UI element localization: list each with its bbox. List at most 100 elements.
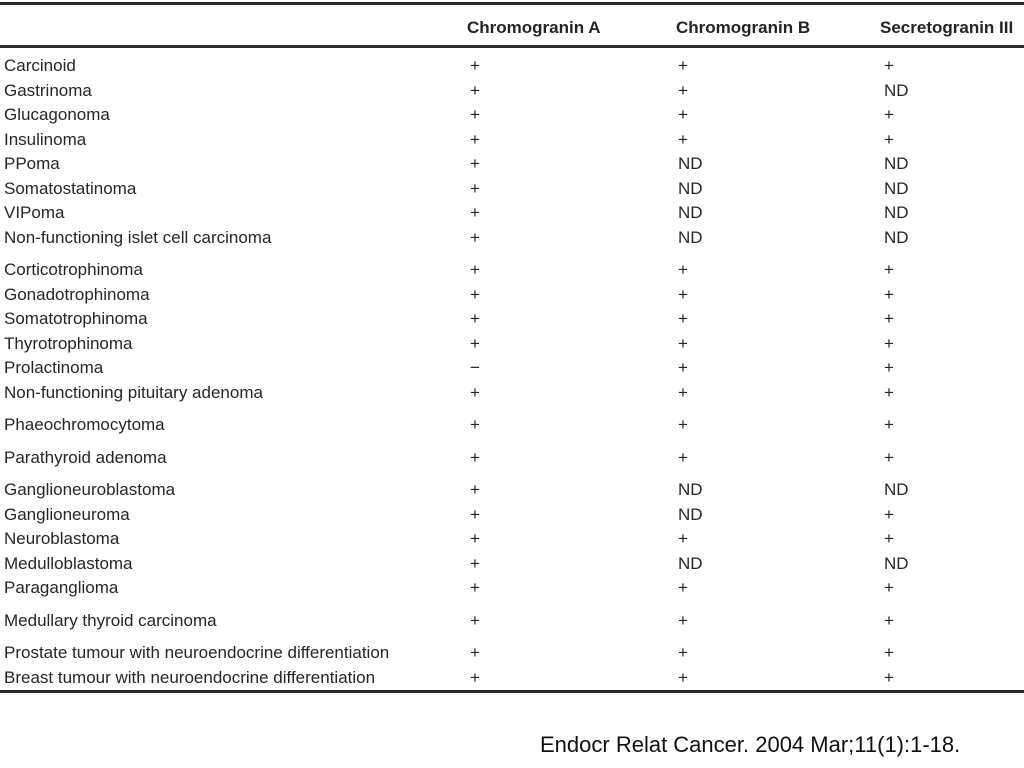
column-header-secretogranin-iii: Secretogranin III bbox=[880, 18, 1014, 37]
tumour-name: Prostate tumour with neuroendocrine diff… bbox=[4, 643, 390, 662]
cell-value: + bbox=[470, 447, 480, 467]
cell-value: + bbox=[678, 643, 688, 662]
table-group: Prostate tumour with neuroendocrine diff… bbox=[0, 641, 1024, 690]
cell-value: + bbox=[884, 447, 894, 467]
cell-value: + bbox=[884, 643, 894, 662]
cell-value: + bbox=[884, 667, 894, 687]
table-row: VIPoma + ND ND bbox=[0, 201, 1024, 226]
tumour-name: Medullary thyroid carcinoma bbox=[4, 610, 217, 630]
cell-value: + bbox=[470, 154, 480, 173]
table-row: Ganglioneuroblastoma + ND ND bbox=[0, 478, 1024, 503]
cell-value: ND bbox=[884, 227, 909, 247]
table-row: Neuroblastoma + + + bbox=[0, 527, 1024, 552]
cell-value: + bbox=[470, 178, 480, 198]
table-row: Paraganglioma + + + bbox=[0, 576, 1024, 601]
cell-value: + bbox=[470, 529, 480, 548]
cell-value: + bbox=[678, 529, 688, 548]
cell-value: ND bbox=[678, 553, 703, 573]
cell-value: ND bbox=[678, 178, 703, 198]
table-row: Medulloblastoma + ND ND bbox=[0, 552, 1024, 577]
citation-text: Endocr Relat Cancer. 2004 Mar;11(1):1-18… bbox=[540, 732, 961, 757]
tumour-name: PPoma bbox=[4, 154, 60, 173]
cell-value: + bbox=[470, 333, 480, 353]
cell-value: + bbox=[470, 553, 480, 573]
cell-value: − bbox=[470, 358, 480, 377]
table-row: Somatostatinoma + ND ND bbox=[0, 177, 1024, 202]
tumour-name: Carcinoid bbox=[4, 56, 76, 75]
cell-value: + bbox=[470, 504, 480, 524]
cell-value: + bbox=[470, 415, 480, 434]
tumour-name: Phaeochromocytoma bbox=[4, 415, 165, 434]
cell-value: + bbox=[470, 667, 480, 687]
table-row: Prostate tumour with neuroendocrine diff… bbox=[0, 641, 1024, 666]
cell-value: + bbox=[678, 284, 688, 304]
cell-value: + bbox=[884, 309, 894, 328]
tumour-name: Ganglioneuroma bbox=[4, 504, 130, 524]
cell-value: + bbox=[470, 129, 480, 149]
cell-value: + bbox=[884, 105, 894, 124]
cell-value: + bbox=[678, 129, 688, 149]
cell-value: + bbox=[884, 56, 894, 75]
tumour-name: Glucagonoma bbox=[4, 105, 110, 124]
cell-value: + bbox=[884, 260, 894, 279]
cell-value: + bbox=[678, 447, 688, 467]
tumour-name: Non-functioning pituitary adenoma bbox=[4, 382, 263, 402]
table-row: Non-functioning islet cell carcinoma + ND N… bbox=[0, 226, 1024, 251]
cell-value: ND bbox=[884, 203, 909, 222]
table-row: Glucagonoma + + + bbox=[0, 103, 1024, 128]
table-row: Gastrinoma + + ND bbox=[0, 79, 1024, 104]
cell-value: + bbox=[470, 56, 480, 75]
tumour-name: Insulinoma bbox=[4, 129, 87, 149]
cell-value: + bbox=[678, 382, 688, 402]
cell-value: + bbox=[884, 504, 894, 524]
cell-value: + bbox=[884, 610, 894, 630]
cell-value: + bbox=[678, 667, 688, 687]
table-row: Medullary thyroid carcinoma + + + bbox=[0, 609, 1024, 634]
tumour-name: Thyrotrophinoma bbox=[4, 333, 133, 353]
cell-value: ND bbox=[678, 203, 703, 222]
cell-value: + bbox=[884, 358, 894, 377]
cell-value: ND bbox=[678, 154, 703, 173]
cell-value: ND bbox=[678, 504, 703, 524]
cell-value: ND bbox=[884, 553, 909, 573]
tumour-name: Gonadotrophinoma bbox=[4, 284, 150, 304]
table-row: Corticotrophinoma + + + bbox=[0, 258, 1024, 283]
cell-value: + bbox=[470, 309, 480, 328]
column-header-chromogranin-b: Chromogranin B bbox=[676, 18, 811, 37]
table-row: Breast tumour with neuroendocrine differ… bbox=[0, 666, 1024, 691]
cell-value: + bbox=[470, 480, 480, 499]
table-row: Thyrotrophinoma + + + bbox=[0, 332, 1024, 357]
cell-value: + bbox=[470, 578, 480, 597]
table-top-rule bbox=[0, 2, 1024, 5]
cell-value: + bbox=[678, 309, 688, 328]
cell-value: + bbox=[470, 610, 480, 630]
table-row: Gonadotrophinoma + + + bbox=[0, 283, 1024, 308]
table-row: Non-functioning pituitary adenoma + + + bbox=[0, 381, 1024, 406]
cell-value: ND bbox=[678, 480, 703, 499]
cell-value: + bbox=[884, 529, 894, 548]
cell-value: + bbox=[470, 643, 480, 662]
cell-value: + bbox=[470, 105, 480, 124]
cell-value: + bbox=[470, 260, 480, 279]
table-row: Carcinoid + + + bbox=[0, 54, 1024, 79]
cell-value: + bbox=[678, 358, 688, 377]
table-row: Insulinoma + + + bbox=[0, 128, 1024, 153]
tumour-name: Parathyroid adenoma bbox=[4, 447, 167, 467]
tumour-name: Prolactinoma bbox=[4, 358, 104, 377]
table-body: Carcinoid + + + Gastrinoma + + ND Glucagonoma + + +… bbox=[0, 48, 1024, 690]
cell-value: + bbox=[678, 578, 688, 597]
cell-value: + bbox=[884, 333, 894, 353]
tumour-name: Breast tumour with neuroendocrine differ… bbox=[4, 667, 376, 687]
table-group: Ganglioneuroblastoma + ND ND Ganglioneuroma +… bbox=[0, 478, 1024, 601]
cell-value: + bbox=[884, 382, 894, 402]
cell-value: + bbox=[678, 610, 688, 630]
cell-value: + bbox=[678, 333, 688, 353]
cell-value: ND bbox=[884, 80, 909, 100]
cell-value: + bbox=[884, 415, 894, 434]
table-row: Phaeochromocytoma + + + bbox=[0, 413, 1024, 438]
tumour-name: VIPoma bbox=[4, 203, 65, 222]
column-header-chromogranin-a: Chromogranin A bbox=[467, 18, 601, 37]
table-row: PPoma + ND ND bbox=[0, 152, 1024, 177]
tumour-name: Ganglioneuroblastoma bbox=[4, 480, 176, 499]
